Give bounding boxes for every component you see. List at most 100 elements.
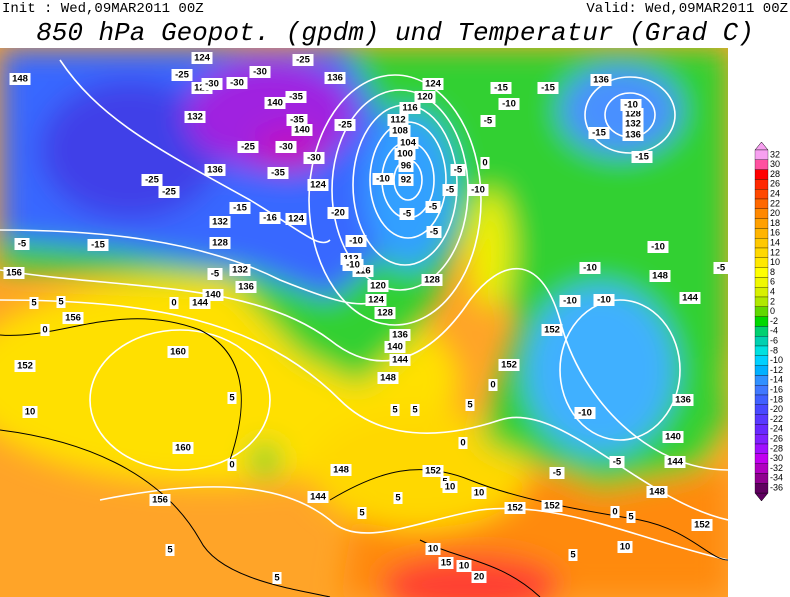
geopotential-label: 104 bbox=[400, 138, 417, 149]
temperature-label: -10 bbox=[583, 263, 597, 274]
temperature-label: 0 bbox=[482, 158, 487, 169]
geopotential-label-box bbox=[209, 237, 231, 249]
temperature-label: 0 bbox=[460, 438, 465, 449]
geopotential-label-box bbox=[62, 312, 84, 324]
colorbar-label: 28 bbox=[770, 169, 780, 179]
temperature-label: 10 bbox=[25, 407, 36, 418]
temperature-label-box bbox=[272, 572, 282, 584]
geopotential-label: 120 bbox=[370, 281, 386, 292]
temperature-label-box bbox=[141, 174, 163, 186]
temperature-label: 5 bbox=[395, 493, 401, 504]
geopotential-label-box bbox=[149, 494, 171, 506]
temperature-label-box bbox=[390, 404, 400, 416]
colorbar-swatch bbox=[754, 149, 769, 160]
geopotential-label-box bbox=[204, 164, 226, 176]
temperature-label-box bbox=[549, 467, 565, 479]
temperature-label-box bbox=[410, 404, 420, 416]
temperature-label: 5 bbox=[229, 393, 235, 404]
colorbar-label: -34 bbox=[770, 473, 783, 483]
geopotential-label-box bbox=[389, 329, 411, 341]
temperature-label: 5 bbox=[628, 512, 634, 523]
geopotential-label: 148 bbox=[12, 74, 28, 85]
geopotential-label-box bbox=[541, 500, 563, 512]
geopotential-label-box bbox=[394, 148, 416, 160]
geopotential-label-box bbox=[235, 281, 257, 293]
temperature-label-box bbox=[171, 69, 193, 81]
colorbar-swatch bbox=[754, 316, 769, 327]
temperature-label: 0 bbox=[229, 460, 234, 471]
temperature-label: 0 bbox=[42, 325, 47, 336]
temperature-label-box bbox=[372, 173, 394, 185]
colorbar-swatch bbox=[754, 385, 769, 396]
temperature-label-box bbox=[87, 239, 109, 251]
colorbar-label: 18 bbox=[770, 218, 780, 228]
temperature-label-box bbox=[22, 406, 38, 418]
temperature-label: -35 bbox=[289, 92, 303, 103]
geopotential-label: 160 bbox=[175, 443, 191, 454]
colorbar-label: 0 bbox=[770, 306, 775, 316]
colorbar-swatch bbox=[754, 198, 769, 209]
geopotential-label-box bbox=[184, 111, 206, 123]
temperature-label-box bbox=[458, 437, 468, 449]
temperature-label: -5 bbox=[430, 227, 439, 238]
geopotential-label-box bbox=[172, 442, 194, 454]
geopotential-label-box bbox=[498, 359, 520, 371]
temperature-label: -10 bbox=[349, 236, 363, 247]
colorbar-label: 24 bbox=[770, 188, 780, 198]
temperature-label-box bbox=[713, 262, 728, 274]
colorbar-label: -10 bbox=[770, 355, 783, 365]
temperature-label-box bbox=[490, 82, 512, 94]
temperature-label-box bbox=[568, 549, 578, 561]
geopotential-label-box bbox=[504, 502, 526, 514]
colorbar-label: -14 bbox=[770, 375, 783, 385]
temperature-label: 5 bbox=[58, 297, 64, 308]
geopotential-label: 140 bbox=[387, 342, 403, 353]
geopotential-label: 124 bbox=[425, 79, 442, 90]
temperature-label-box bbox=[249, 66, 271, 78]
colorbar-swatch bbox=[754, 238, 769, 249]
temperature-label-box bbox=[40, 324, 50, 336]
temperature-label: -20 bbox=[331, 208, 345, 219]
temperature-label-box bbox=[334, 119, 356, 131]
temperature-label: 5 bbox=[167, 545, 173, 556]
geopotential-label: 132 bbox=[212, 217, 228, 228]
geopotential-label: 144 bbox=[392, 355, 409, 366]
geopotential-label-box bbox=[399, 102, 421, 114]
colorbar-label: 8 bbox=[770, 267, 775, 277]
colorbar-label: -8 bbox=[770, 345, 778, 355]
geopotential-label: 132 bbox=[625, 119, 641, 130]
temperature-label: -30 bbox=[230, 78, 244, 89]
temperature-label-box bbox=[227, 392, 237, 404]
colorbar-cap bbox=[754, 492, 769, 502]
geopotential-label: 128 bbox=[377, 308, 393, 319]
geopotential-label: 124 bbox=[368, 295, 385, 306]
colorbar: 32302826242220181614121086420-2-4-6-8-10… bbox=[754, 149, 783, 494]
temperature-label: -15 bbox=[91, 240, 105, 251]
geopotential-label: 132 bbox=[232, 265, 248, 276]
geopotential-label: 144 bbox=[310, 492, 327, 503]
colorbar-swatch bbox=[754, 463, 769, 474]
temperature-label-box bbox=[165, 544, 175, 556]
temperature-label-box bbox=[286, 114, 308, 126]
temperature-label-box bbox=[303, 152, 325, 164]
geopotential-label: 116 bbox=[355, 266, 370, 277]
temperature-label: -10 bbox=[578, 408, 592, 419]
geopotential-label: 120 bbox=[417, 92, 433, 103]
temperature-label-box bbox=[537, 82, 559, 94]
colorbar-swatch bbox=[754, 169, 769, 180]
geopotential-label-box bbox=[291, 124, 313, 136]
geopotential-label: 128 bbox=[212, 238, 228, 249]
geopotential-label-box bbox=[191, 52, 213, 64]
temperature-label-box bbox=[498, 98, 520, 110]
temperature-label: 10 bbox=[459, 561, 470, 572]
temperature-label: -25 bbox=[145, 175, 159, 186]
temperature-label: -15 bbox=[233, 203, 247, 214]
temperature-label: -30 bbox=[279, 142, 293, 153]
colorbar-swatch bbox=[754, 473, 769, 484]
temperature-label: 10 bbox=[474, 488, 485, 499]
colorbar-swatch bbox=[754, 287, 769, 298]
temperature-label-box bbox=[488, 379, 498, 391]
geopotential-label: 152 bbox=[544, 501, 560, 512]
temperature-label: 5 bbox=[31, 298, 37, 309]
temperature-label: -10 bbox=[471, 185, 485, 196]
